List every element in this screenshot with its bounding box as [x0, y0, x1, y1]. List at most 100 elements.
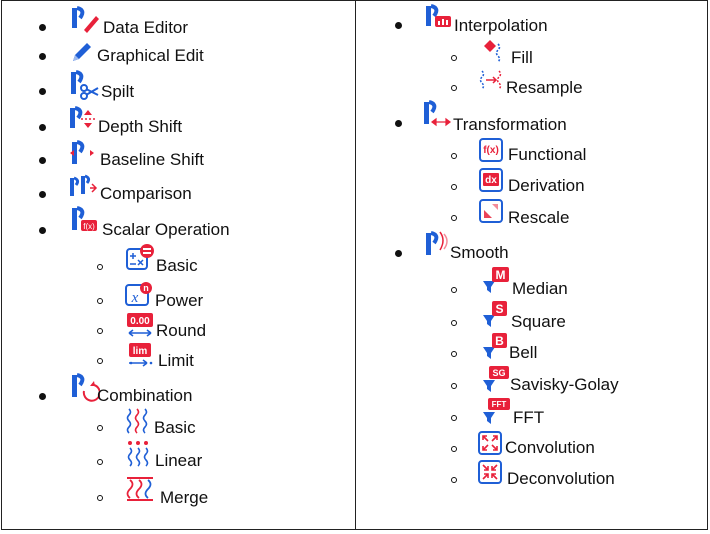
sub-bullet	[97, 298, 103, 304]
fft-filter-icon: FFT	[481, 396, 511, 426]
list-item-fft: FFT	[513, 403, 544, 433]
list-item-smooth: Smooth	[450, 238, 509, 268]
item-label: FFT	[513, 408, 545, 427]
merge-icon	[125, 475, 155, 503]
median-badge: M	[496, 268, 506, 282]
item-label: Derivation	[508, 176, 585, 195]
median-filter-icon: M	[481, 265, 511, 295]
bell-filter-icon: B	[481, 331, 511, 361]
list-item-resample: Resample	[506, 73, 583, 103]
round-icon: 0.00	[126, 312, 154, 338]
list-item-linear: Linear	[155, 446, 202, 476]
bullet	[39, 53, 46, 60]
item-label: Combination	[97, 386, 193, 405]
limit-icon: lim	[126, 342, 154, 368]
item-label: Smooth	[450, 243, 509, 262]
list-item-fill: Fill	[511, 43, 533, 73]
derivation-icon: dx	[479, 168, 503, 192]
sub-bullet	[451, 477, 457, 483]
savisky-golay-filter-icon: SG	[481, 364, 511, 394]
item-label: Rescale	[508, 208, 570, 227]
deconvolution-icon	[478, 460, 502, 484]
bullet	[39, 157, 46, 164]
sub-bullet	[451, 320, 457, 326]
item-label: Limit	[158, 351, 194, 370]
list-item-derivation: Derivation	[508, 171, 585, 201]
item-label: Transformation	[453, 115, 567, 134]
sub-bullet	[451, 215, 457, 221]
svg-text:x: x	[131, 290, 139, 306]
combination-icon	[70, 373, 100, 403]
limit-badge: lim	[133, 346, 148, 357]
scissors-icon	[70, 70, 100, 100]
item-label: Merge	[160, 488, 209, 507]
list-item-comparison: Comparison	[100, 179, 192, 209]
list-item-combination-basic: Basic	[154, 413, 196, 443]
list-item-limit: Limit	[158, 346, 194, 376]
sub-bullet	[451, 351, 457, 357]
svg-text:f(x): f(x)	[83, 222, 95, 231]
list-item-convolution: Convolution	[505, 433, 595, 463]
list-item-data-editor: Data Editor	[103, 13, 188, 43]
item-label: Depth Shift	[98, 117, 183, 136]
sub-bullet	[97, 264, 103, 270]
bullet	[39, 24, 46, 31]
fft-badge: FFT	[492, 400, 507, 409]
comparison-icon	[68, 174, 98, 202]
item-label: Functional	[508, 145, 587, 164]
bullet	[395, 22, 402, 29]
scalar-operation-icon: f(x)	[70, 206, 100, 234]
sub-bullet	[451, 446, 457, 452]
item-label: Linear	[155, 451, 203, 470]
list-item-depth-shift: Depth Shift	[98, 112, 182, 142]
svg-text:n: n	[143, 283, 149, 293]
sub-bullet	[451, 184, 457, 190]
list-item-scalar-basic: Basic	[156, 251, 198, 281]
transformation-icon	[422, 100, 452, 130]
item-label: Bell	[509, 343, 538, 362]
item-label: Square	[511, 312, 566, 331]
item-label: Deconvolution	[507, 469, 615, 488]
interpolation-icon	[424, 4, 454, 30]
derivation-badge: dx	[485, 175, 497, 186]
baseline-shift-icon	[68, 140, 98, 168]
wave-linear-icon	[126, 440, 152, 468]
sub-bullet	[451, 415, 457, 421]
bullet	[39, 393, 46, 400]
item-label: Power	[155, 291, 204, 310]
list-item-combination: Combination	[97, 381, 192, 411]
bullet	[39, 227, 46, 234]
list-item-scalar-operation: Scalar Operation	[102, 215, 230, 245]
item-label: Savisky-Golay	[510, 375, 619, 394]
list-item-spilt: Spilt	[101, 77, 134, 107]
sub-bullet	[451, 55, 457, 61]
sub-bullet	[97, 495, 103, 501]
item-label: Resample	[506, 78, 583, 97]
depth-shift-icon	[68, 106, 98, 134]
list-item-merge: Merge	[160, 483, 208, 513]
item-label: Data Editor	[103, 18, 189, 37]
fill-icon	[480, 38, 506, 64]
item-label: Basic	[156, 256, 198, 275]
sub-bullet	[451, 85, 457, 91]
savisky-golay-badge: SG	[492, 368, 505, 378]
bullet	[39, 124, 46, 131]
sub-bullet	[451, 153, 457, 159]
column-divider	[355, 0, 356, 530]
list-item-graphical-edit: Graphical Edit	[97, 41, 204, 71]
basic-arithmetic-icon	[125, 243, 155, 271]
list-item-interpolation: Interpolation	[454, 11, 548, 41]
list-item-median: Median	[512, 274, 568, 304]
list-item-power: Power	[155, 286, 203, 316]
list-item-round: Round	[156, 316, 206, 346]
item-label: Convolution	[505, 438, 595, 457]
sub-bullet	[97, 358, 103, 364]
sub-bullet	[97, 459, 103, 465]
list-item-savisky-golay: Savisky-Golay	[510, 370, 619, 400]
item-label: Scalar Operation	[102, 220, 230, 239]
resample-icon	[478, 68, 504, 94]
sub-bullet	[451, 287, 457, 293]
list-item-deconvolution: Deconvolution	[507, 464, 615, 494]
sub-bullet	[97, 425, 103, 431]
